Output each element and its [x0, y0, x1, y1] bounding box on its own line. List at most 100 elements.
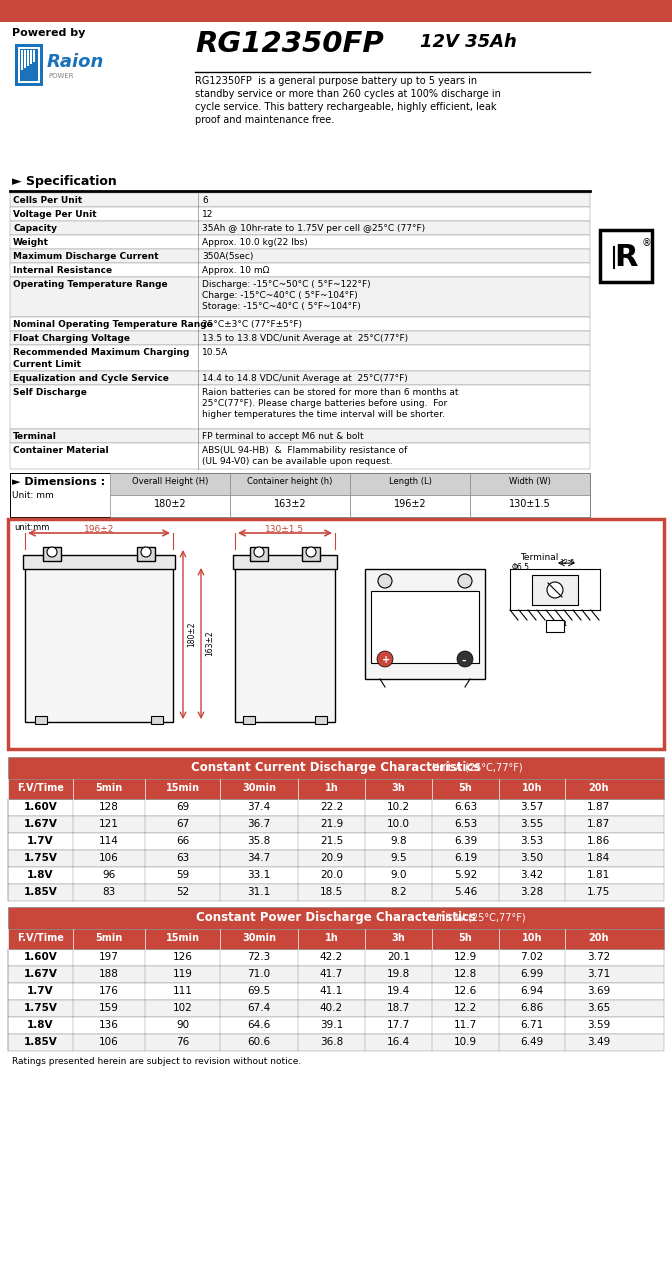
Text: 10.2: 10.2 [387, 803, 410, 812]
Text: 13.5 to 13.8 VDC/unit Average at  25°C(77°F): 13.5 to 13.8 VDC/unit Average at 25°C(77… [202, 334, 408, 343]
Circle shape [378, 573, 392, 588]
Text: ► Specification: ► Specification [12, 175, 117, 188]
Bar [350, 495, 470, 517]
Bar [20, 49, 38, 81]
Text: 5h: 5h [458, 933, 472, 943]
Text: 1h: 1h [325, 783, 339, 794]
Text: 1.85V: 1.85V [24, 1037, 57, 1047]
Text: Length (L): Length (L) [388, 477, 431, 486]
Bar [10, 332, 590, 346]
Bar [243, 716, 255, 724]
Text: 6.71: 6.71 [520, 1020, 544, 1030]
Bar [8, 1034, 664, 1051]
Text: 39.1: 39.1 [320, 1020, 343, 1030]
Text: 102: 102 [173, 1004, 192, 1012]
Text: 1.60V: 1.60V [24, 803, 57, 812]
Text: 33.1: 33.1 [247, 870, 271, 881]
Bar [10, 371, 590, 385]
Text: 12.8: 12.8 [454, 969, 477, 979]
Text: 10.5A: 10.5A [202, 348, 228, 357]
Text: 6.86: 6.86 [520, 1004, 544, 1012]
Text: Raion: Raion [47, 52, 104, 70]
Text: 106: 106 [99, 1037, 119, 1047]
Text: 130±1.5: 130±1.5 [265, 525, 304, 534]
Bar [43, 547, 61, 561]
Bar [365, 570, 485, 678]
Text: Charge: -15°C~40°C ( 5°F~104°F): Charge: -15°C~40°C ( 5°F~104°F) [202, 291, 358, 300]
Text: 1.60V: 1.60V [24, 952, 57, 963]
Circle shape [457, 652, 473, 667]
Text: 5.92: 5.92 [454, 870, 477, 881]
Text: F.V/Time: F.V/Time [17, 933, 64, 943]
Bar [10, 474, 590, 517]
Text: Raion batteries can be stored for more than 6 months at: Raion batteries can be stored for more t… [202, 388, 458, 397]
Bar [470, 474, 590, 495]
Circle shape [254, 547, 264, 557]
Bar [470, 495, 590, 517]
Text: 3.53: 3.53 [520, 836, 544, 846]
Text: Nominal Operating Temperature Range: Nominal Operating Temperature Range [13, 320, 213, 329]
Bar [10, 193, 590, 207]
Bar [600, 230, 652, 282]
Bar [10, 385, 590, 429]
Text: Unit: mm: Unit: mm [12, 492, 54, 500]
Text: Approx. 10 mΩ: Approx. 10 mΩ [202, 266, 269, 275]
Bar [8, 850, 664, 867]
Text: Constant Power Discharge Characteristics: Constant Power Discharge Characteristics [196, 911, 476, 924]
Bar [27, 50, 29, 67]
Bar [8, 817, 664, 833]
Text: 18.5: 18.5 [320, 887, 343, 897]
Text: 18.7: 18.7 [387, 1004, 410, 1012]
Text: 6.49: 6.49 [520, 1037, 544, 1047]
Text: 20h: 20h [588, 933, 609, 943]
Text: 3.55: 3.55 [520, 819, 544, 829]
Bar [8, 833, 664, 850]
Bar [8, 908, 664, 929]
Text: 3.50: 3.50 [520, 852, 544, 863]
Text: 6.53: 6.53 [454, 819, 477, 829]
Text: 69.5: 69.5 [247, 986, 271, 996]
Bar [8, 983, 664, 1000]
Text: 126: 126 [173, 952, 192, 963]
Text: 106: 106 [99, 852, 119, 863]
Text: 25°C±3°C (77°F±5°F): 25°C±3°C (77°F±5°F) [202, 320, 302, 329]
Text: 67.4: 67.4 [247, 1004, 271, 1012]
Bar [23, 556, 175, 570]
Text: 1.75V: 1.75V [24, 1004, 57, 1012]
Text: 20h: 20h [588, 783, 609, 794]
Text: 9.8: 9.8 [390, 836, 407, 846]
Text: 176: 176 [99, 986, 119, 996]
Text: 9.5: 9.5 [390, 852, 407, 863]
Text: 163±2: 163±2 [205, 631, 214, 657]
Bar [0, 22, 672, 175]
Text: 35.8: 35.8 [247, 836, 271, 846]
Text: Width (W): Width (W) [509, 477, 551, 486]
Text: proof and maintenance free.: proof and maintenance free. [195, 115, 334, 125]
Text: 180±2: 180±2 [154, 499, 186, 509]
Bar [8, 518, 664, 749]
Text: 83: 83 [102, 887, 116, 897]
Text: 21.9: 21.9 [320, 819, 343, 829]
Bar [151, 716, 163, 724]
Text: (UL 94-V0) can be available upon request.: (UL 94-V0) can be available upon request… [202, 457, 392, 466]
Text: 36.7: 36.7 [247, 819, 271, 829]
Text: R: R [614, 243, 638, 273]
Text: 136: 136 [99, 1020, 119, 1030]
Text: Self Discharge: Self Discharge [13, 388, 87, 397]
Text: 34.7: 34.7 [247, 852, 271, 863]
Text: Approx. 10.0 kg(22 lbs): Approx. 10.0 kg(22 lbs) [202, 238, 308, 247]
Text: standby service or more than 260 cycles at 100% discharge in: standby service or more than 260 cycles … [195, 90, 501, 99]
Text: 5min: 5min [95, 783, 122, 794]
Text: 25°C(77°F). Please charge batteries before using.  For: 25°C(77°F). Please charge batteries befo… [202, 399, 448, 408]
Text: Terminal: Terminal [13, 431, 57, 442]
Text: 6.99: 6.99 [520, 969, 544, 979]
Text: 5.46: 5.46 [454, 887, 477, 897]
Circle shape [141, 547, 151, 557]
Text: 10.9: 10.9 [454, 1037, 477, 1047]
Text: RG12350FP: RG12350FP [195, 29, 384, 58]
Text: Powered by: Powered by [12, 28, 85, 38]
Text: 6.94: 6.94 [520, 986, 544, 996]
Text: cycle service. This battery rechargeable, highly efficient, leak: cycle service. This battery rechargeable… [195, 102, 497, 111]
Text: 1.86: 1.86 [587, 836, 610, 846]
Bar [137, 547, 155, 561]
